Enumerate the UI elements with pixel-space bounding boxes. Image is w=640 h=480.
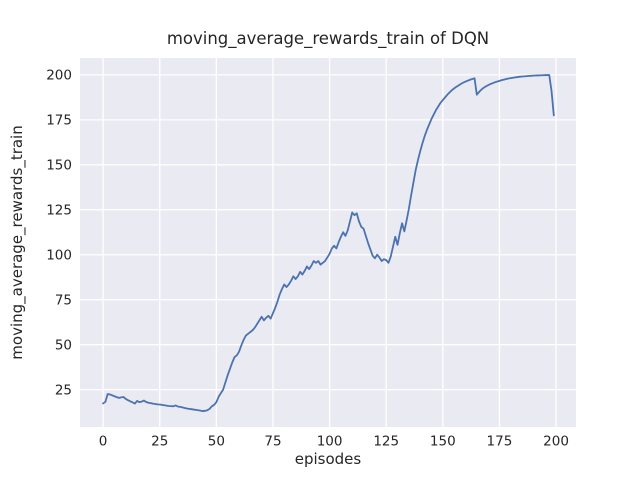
x-tick-label: 0	[99, 434, 108, 450]
y-tick-label: 100	[46, 248, 72, 264]
x-tick-label: 25	[151, 434, 168, 450]
x-tick-label: 175	[487, 434, 513, 450]
x-tick-label: 50	[208, 434, 225, 450]
y-tick-label: 125	[46, 203, 72, 219]
series-line-dqn	[102, 74, 555, 413]
y-tick-label: 50	[55, 337, 72, 353]
plot-area	[80, 58, 576, 427]
plot-layer: 0 25 50 75 100 125 150 175 200 25 50 75 100 125 150 175…	[46, 58, 576, 450]
x-tick-label: 125	[373, 434, 399, 450]
chart-title: moving_average_rewards_train of DQN	[167, 29, 489, 49]
y-tick-label: 200	[46, 68, 72, 84]
y-tick-label: 75	[55, 292, 72, 308]
x-axis-label: episodes	[295, 450, 362, 468]
y-tick-label: 150	[46, 158, 72, 174]
y-axis-label: moving_average_rewards_train	[8, 125, 27, 359]
y-tick-label: 25	[55, 382, 72, 398]
x-tick-label: 200	[543, 434, 569, 450]
x-tick-label: 75	[264, 434, 281, 450]
x-tick-label: 150	[430, 434, 456, 450]
y-tick-label: 175	[46, 113, 72, 129]
x-tick-label: 100	[317, 434, 343, 450]
